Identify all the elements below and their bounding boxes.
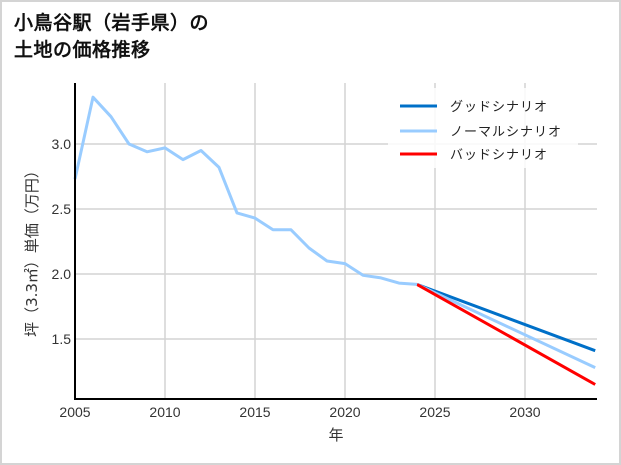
axes <box>74 83 597 400</box>
legend-label-bad: バッドシナリオ <box>450 148 548 163</box>
y-tick-labels: 3.0 2.5 2.0 1.5 <box>52 136 72 347</box>
x-tick-label: 2020 <box>329 404 360 420</box>
chart-title-line1: 小鳥谷駅（岩手県）の <box>14 12 210 34</box>
x-tick-label: 2005 <box>59 404 90 420</box>
chart-title-line2: 土地の価格推移 <box>14 39 151 61</box>
x-tick-label: 2030 <box>509 404 540 420</box>
series-line <box>416 283 596 369</box>
series-line <box>73 95 418 286</box>
y-tick-label: 2.0 <box>52 266 72 282</box>
x-tick-labels: 2005 2010 2015 2020 2025 2030 <box>59 404 540 420</box>
y-axis-label: 坪（3.3㎡）単価（万円） <box>23 163 41 337</box>
chart-title: 小鳥谷駅（岩手県）の 土地の価格推移 <box>14 10 209 64</box>
legend-label-normal: ノーマルシナリオ <box>450 125 562 140</box>
series-line <box>416 283 596 386</box>
x-axis-label: 年 <box>328 426 343 444</box>
y-tick-label: 3.0 <box>52 136 72 152</box>
x-tick-label: 2025 <box>419 404 450 420</box>
series-line <box>416 282 596 353</box>
y-tick-label: 1.5 <box>52 331 72 347</box>
y-tick-label: 2.5 <box>52 201 72 217</box>
legend-label-good: グッドシナリオ <box>450 100 548 115</box>
x-tick-label: 2010 <box>149 404 180 420</box>
data-lines <box>73 95 596 386</box>
legend: グッドシナリオ ノーマルシナリオ バッドシナリオ <box>388 88 578 168</box>
x-tick-label: 2015 <box>239 404 270 420</box>
